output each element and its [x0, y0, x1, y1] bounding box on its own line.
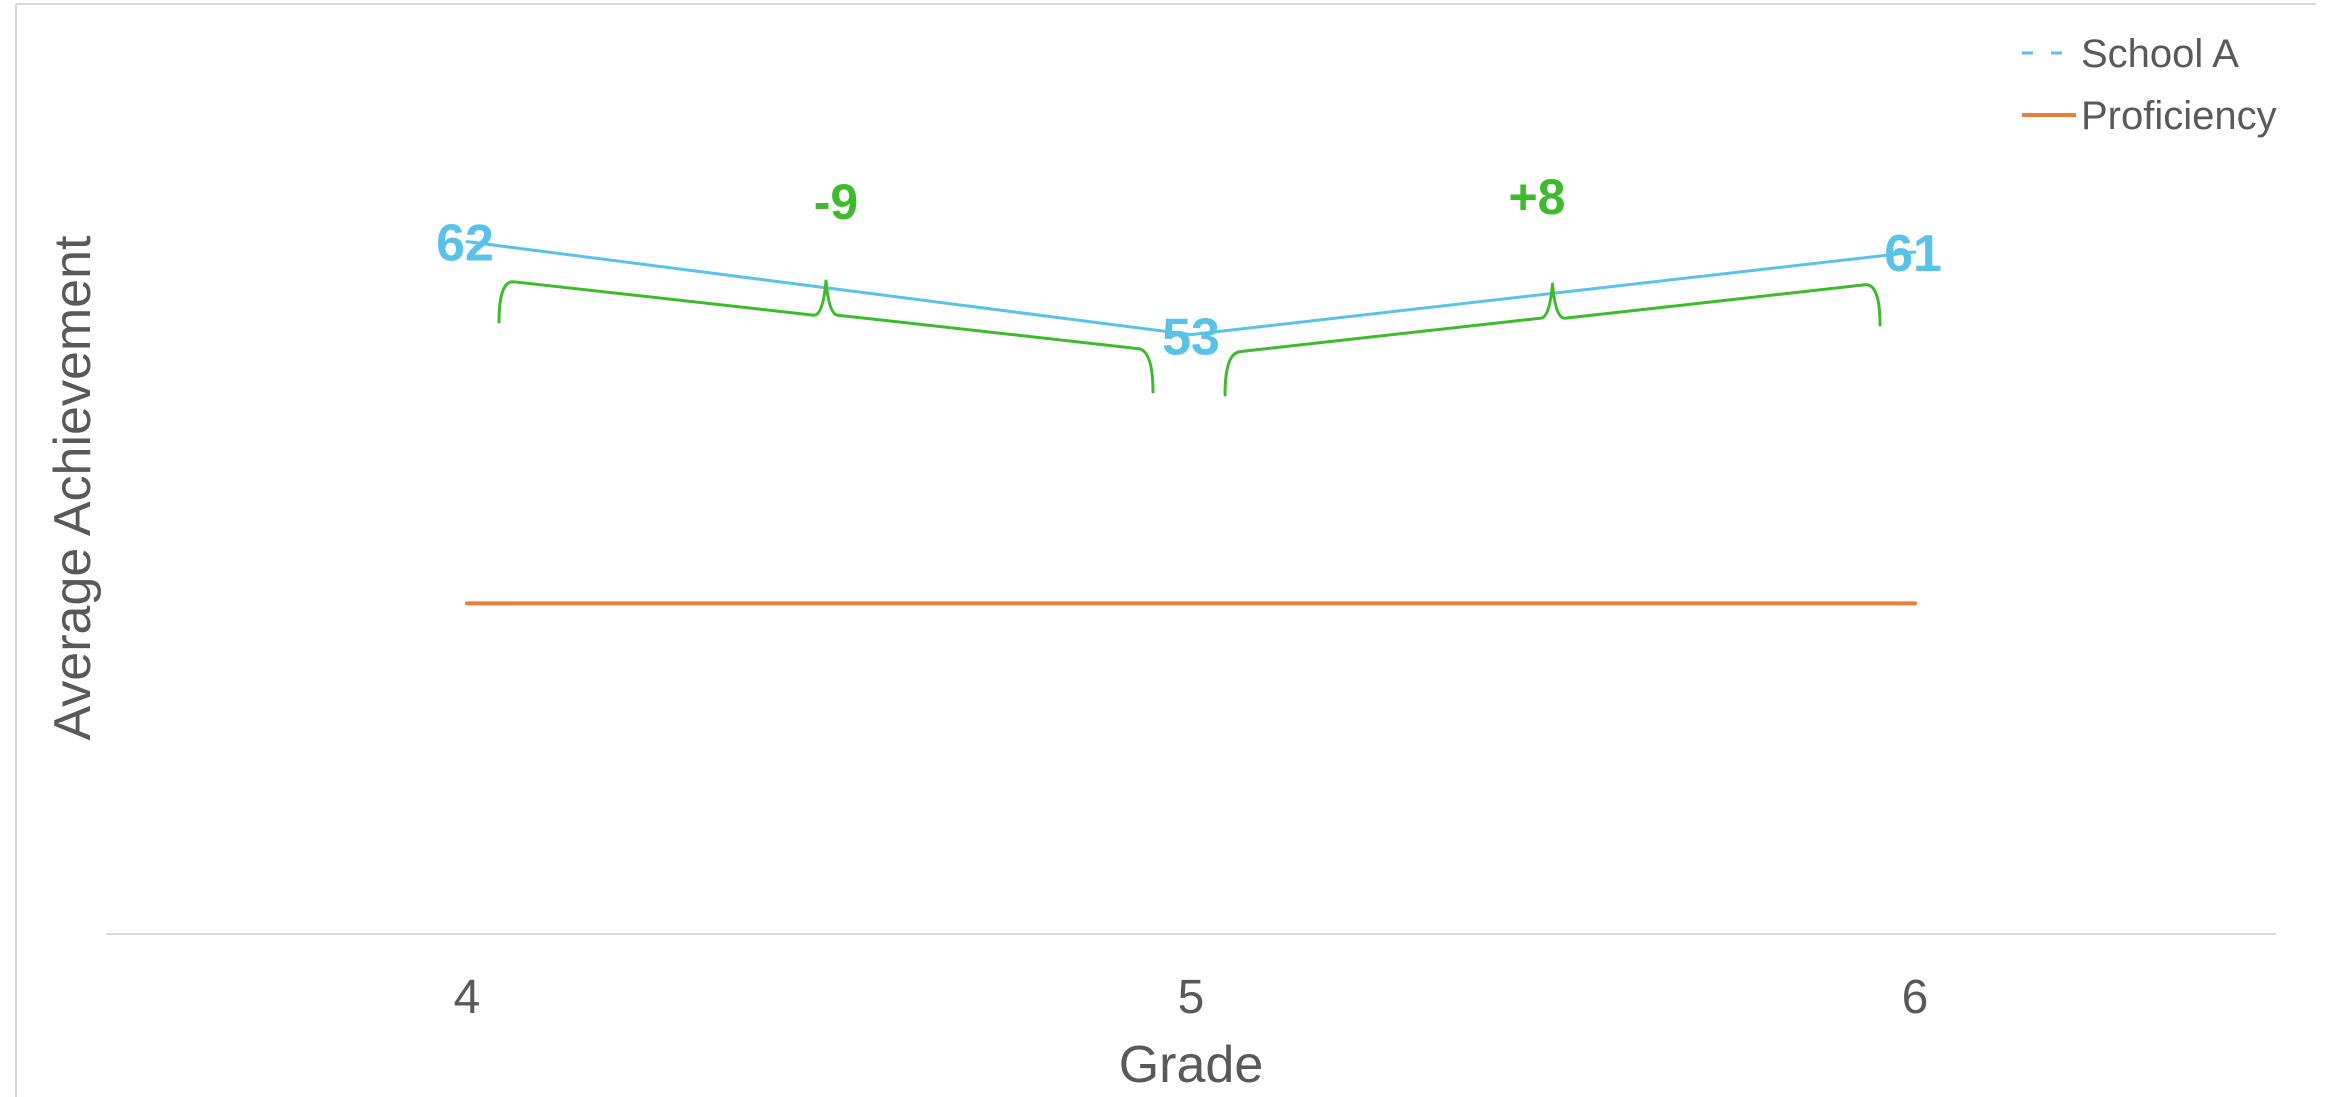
x-axis-title: Grade: [1119, 1036, 1264, 1094]
data-label-4: 62: [436, 215, 494, 273]
change-label-4-5: -9: [814, 174, 858, 230]
data-labels: 62 53 61: [436, 215, 1942, 367]
legend: School A Proficiency: [2022, 32, 2277, 138]
series-group: [465, 240, 1917, 606]
x-tick-label-5: 5: [1178, 971, 1205, 1024]
x-tick-label-4: 4: [454, 971, 481, 1024]
legend-label-school-a: School A: [2081, 32, 2239, 76]
x-tick-label-6: 6: [1902, 971, 1929, 1024]
change-brace-5-6: [1223, 282, 1882, 397]
annotations: -9 +8: [497, 169, 1882, 397]
change-brace-4-5: [497, 279, 1155, 394]
data-label-6: 61: [1884, 225, 1942, 283]
legend-label-proficiency: Proficiency: [2081, 94, 2277, 138]
change-label-5-6: +8: [1508, 169, 1565, 225]
data-label-5: 53: [1162, 309, 1220, 367]
x-axis-ticks: 4 5 6: [454, 971, 1929, 1024]
series-line-school-a: [465, 240, 1917, 337]
y-axis-title: Average Achievement: [44, 235, 102, 740]
